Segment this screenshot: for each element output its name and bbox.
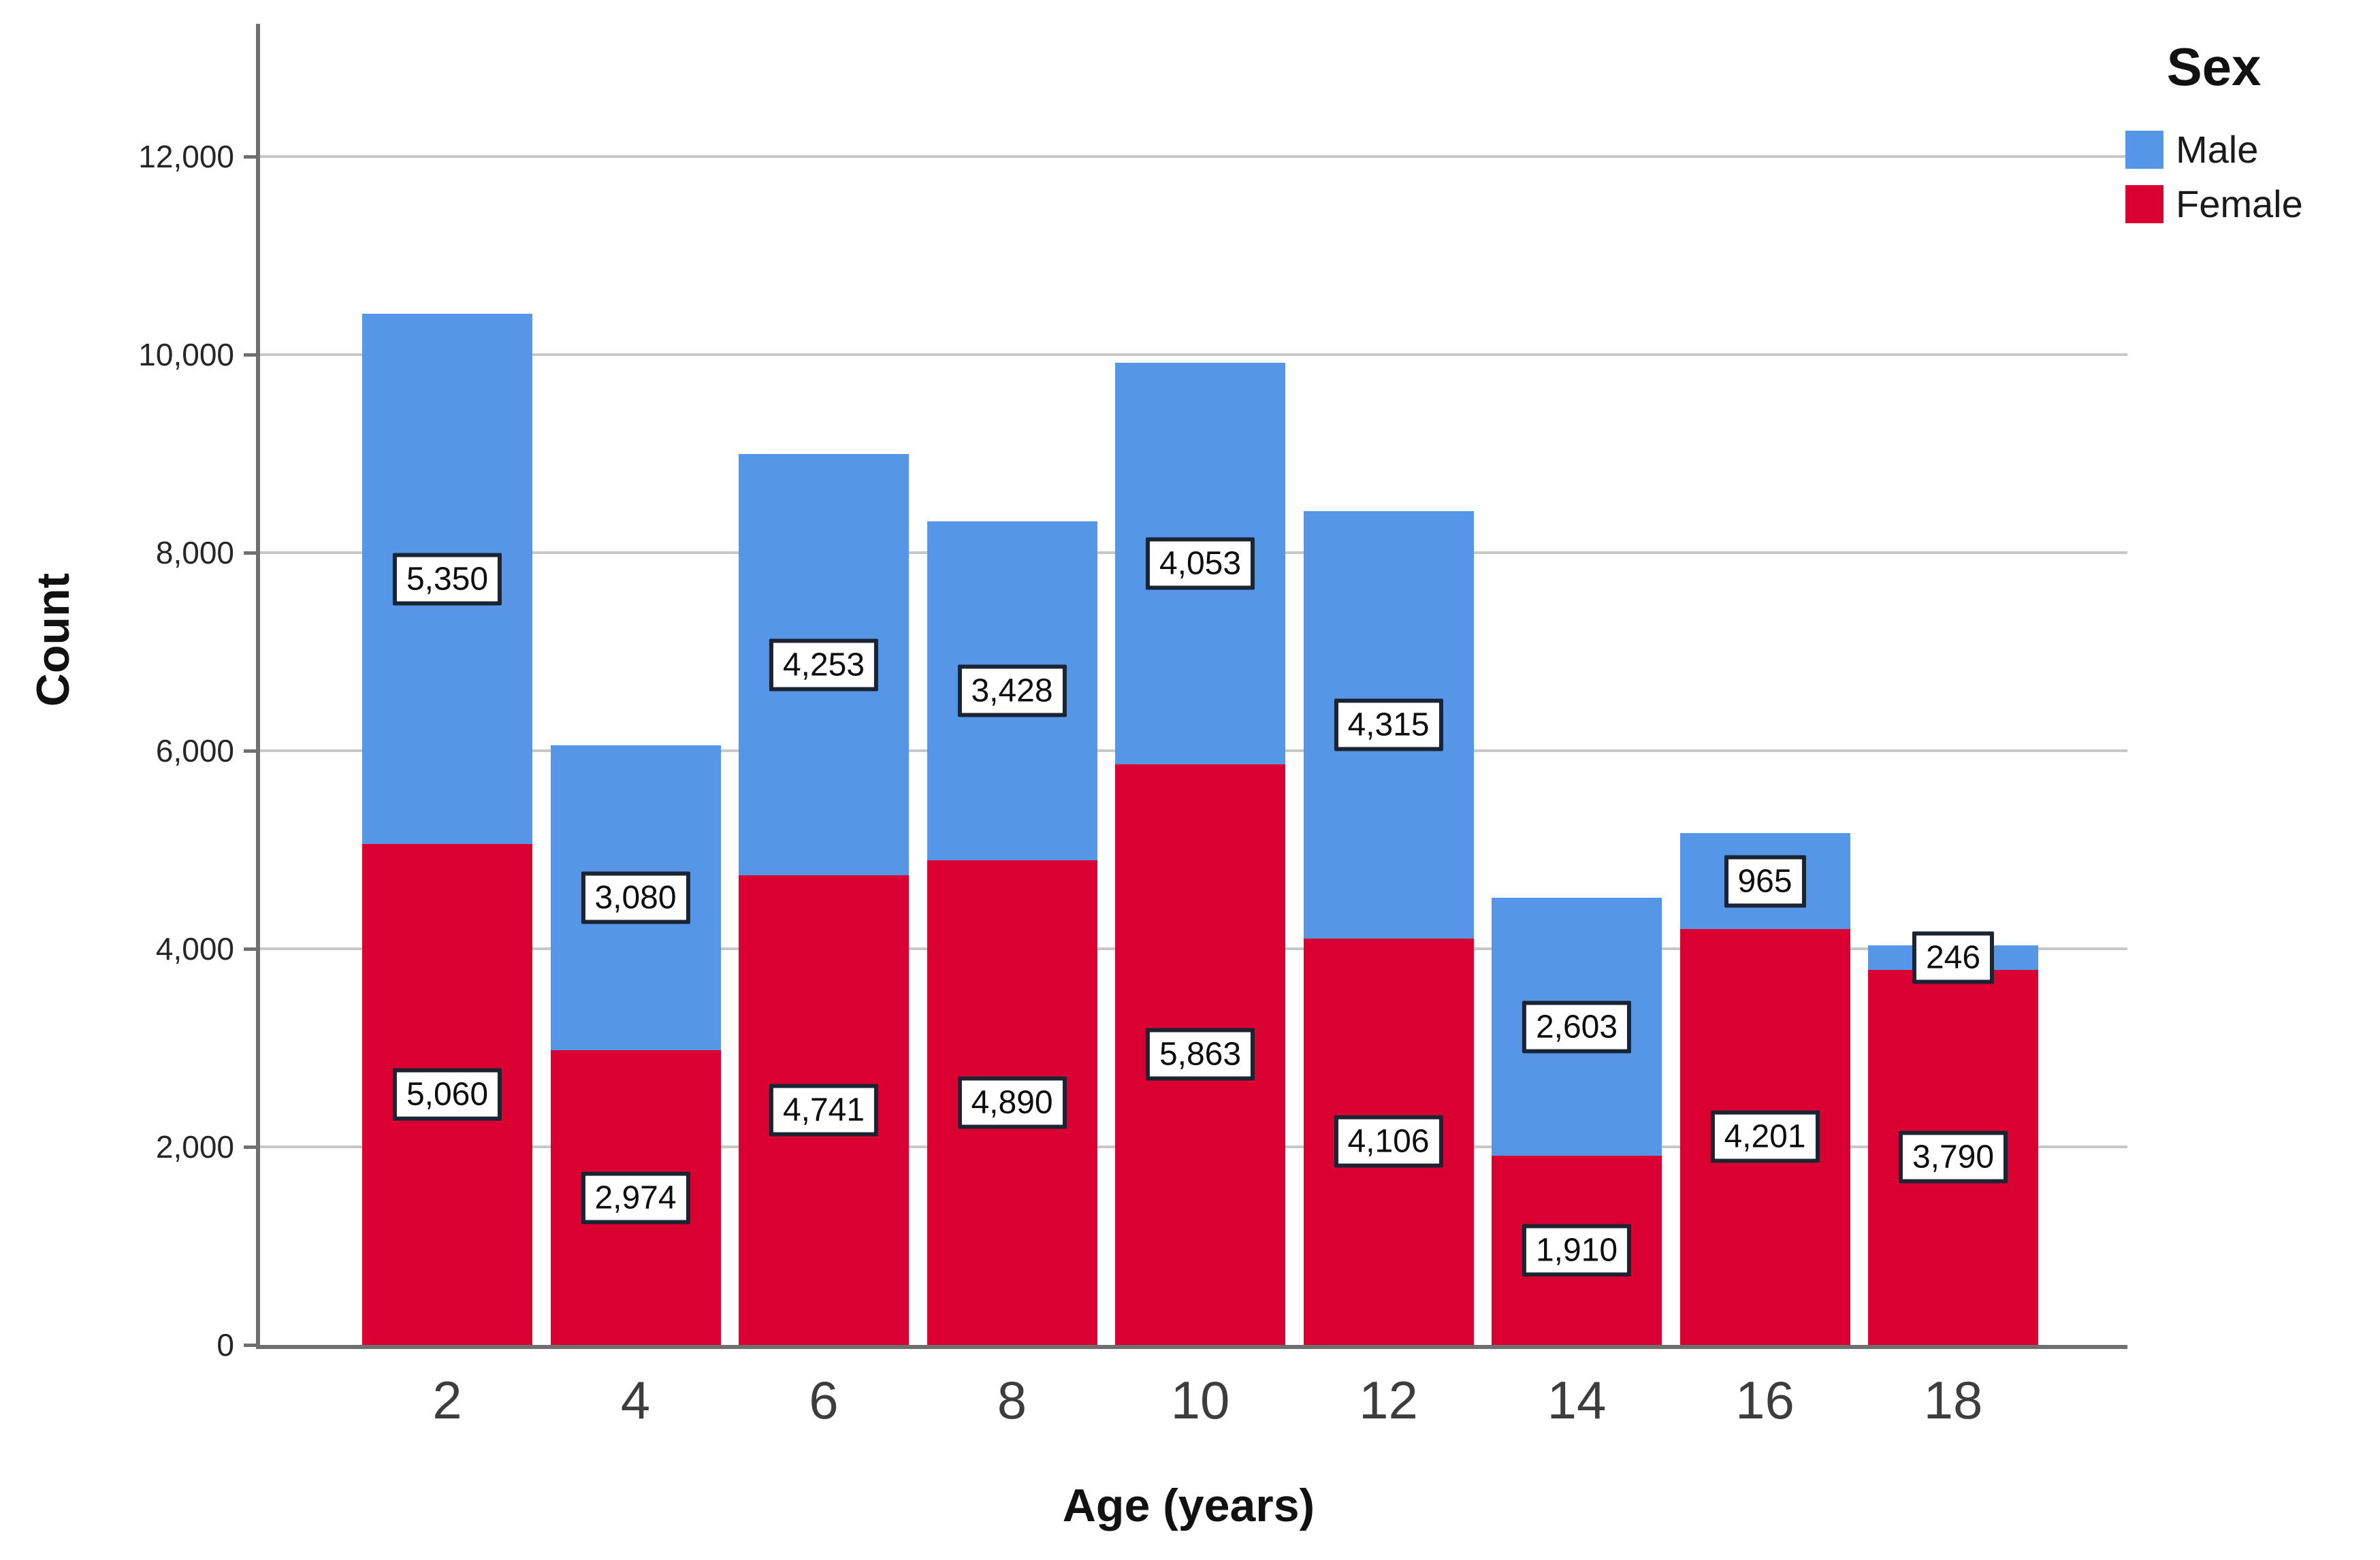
legend-label-male: Male	[2176, 128, 2259, 171]
data-label-male-age-4: 3,080	[581, 871, 690, 924]
x-tick-label-16: 16	[1735, 1370, 1795, 1430]
data-label-female-age-16: 4,201	[1710, 1110, 1820, 1163]
data-label-male-age-8: 3,428	[957, 664, 1067, 717]
y-tick-mark-4000	[244, 947, 260, 951]
legend-label-female: Female	[2176, 182, 2303, 225]
y-tick-label-10000: 10,000	[138, 336, 234, 372]
legend-items: Male Female	[2119, 130, 2364, 224]
y-tick-mark-10000	[244, 353, 260, 357]
data-label-male-age-14: 2,603	[1522, 1001, 1632, 1054]
data-label-female-age-6: 4,741	[769, 1084, 879, 1137]
legend-swatch-female	[2125, 185, 2164, 223]
y-tick-label-0: 0	[216, 1327, 234, 1363]
x-tick-label-2: 2	[432, 1370, 462, 1430]
data-label-female-age-2: 5,060	[392, 1068, 502, 1121]
data-label-female-age-10: 5,863	[1145, 1028, 1255, 1081]
gridline-10000	[260, 353, 2127, 356]
data-label-female-age-8: 4,890	[957, 1076, 1067, 1129]
legend-item-female: Female	[2125, 184, 2364, 224]
legend-item-male: Male	[2125, 130, 2364, 169]
y-tick-label-2000: 2,000	[155, 1128, 234, 1165]
legend-title: Sex	[2166, 37, 2262, 97]
y-tick-mark-12000	[244, 155, 260, 159]
y-tick-mark-0	[244, 1344, 260, 1347]
data-label-male-age-10: 4,053	[1145, 537, 1255, 590]
x-tick-label-4: 4	[620, 1370, 651, 1430]
x-tick-label-18: 18	[1923, 1370, 1983, 1430]
x-tick-label-6: 6	[809, 1370, 839, 1430]
y-tick-label-12000: 12,000	[138, 138, 234, 174]
data-label-male-age-6: 4,253	[769, 638, 879, 692]
data-label-female-age-14: 1,910	[1522, 1224, 1632, 1277]
x-tick-label-10: 10	[1170, 1370, 1230, 1430]
y-tick-mark-6000	[244, 749, 260, 753]
data-label-male-age-16: 965	[1724, 855, 1806, 908]
data-label-female-age-12: 4,106	[1334, 1115, 1443, 1168]
data-label-male-age-18: 246	[1912, 931, 1995, 984]
legend-swatch-male	[2125, 131, 2164, 169]
x-tick-label-8: 8	[997, 1370, 1027, 1430]
y-axis-title: Count	[27, 572, 79, 707]
y-axis-line	[256, 24, 260, 1349]
gridline-12000	[260, 155, 2127, 158]
y-tick-label-8000: 8,000	[155, 534, 234, 570]
y-tick-label-4000: 4,000	[155, 930, 234, 966]
data-label-female-age-18: 3,790	[1898, 1131, 2008, 1184]
y-tick-label-6000: 6,000	[155, 732, 234, 768]
x-tick-label-12: 12	[1359, 1370, 1418, 1430]
x-axis-line	[256, 1345, 2127, 1349]
y-tick-mark-2000	[244, 1145, 260, 1149]
data-label-male-age-2: 5,350	[392, 553, 502, 606]
legend: Sex Male Female	[2119, 37, 2364, 239]
y-tick-mark-8000	[244, 551, 260, 555]
data-label-male-age-12: 4,315	[1334, 698, 1443, 751]
x-axis-title: Age (years)	[1062, 1480, 1315, 1531]
data-label-female-age-4: 2,974	[581, 1171, 690, 1224]
x-tick-label-14: 14	[1547, 1370, 1607, 1430]
